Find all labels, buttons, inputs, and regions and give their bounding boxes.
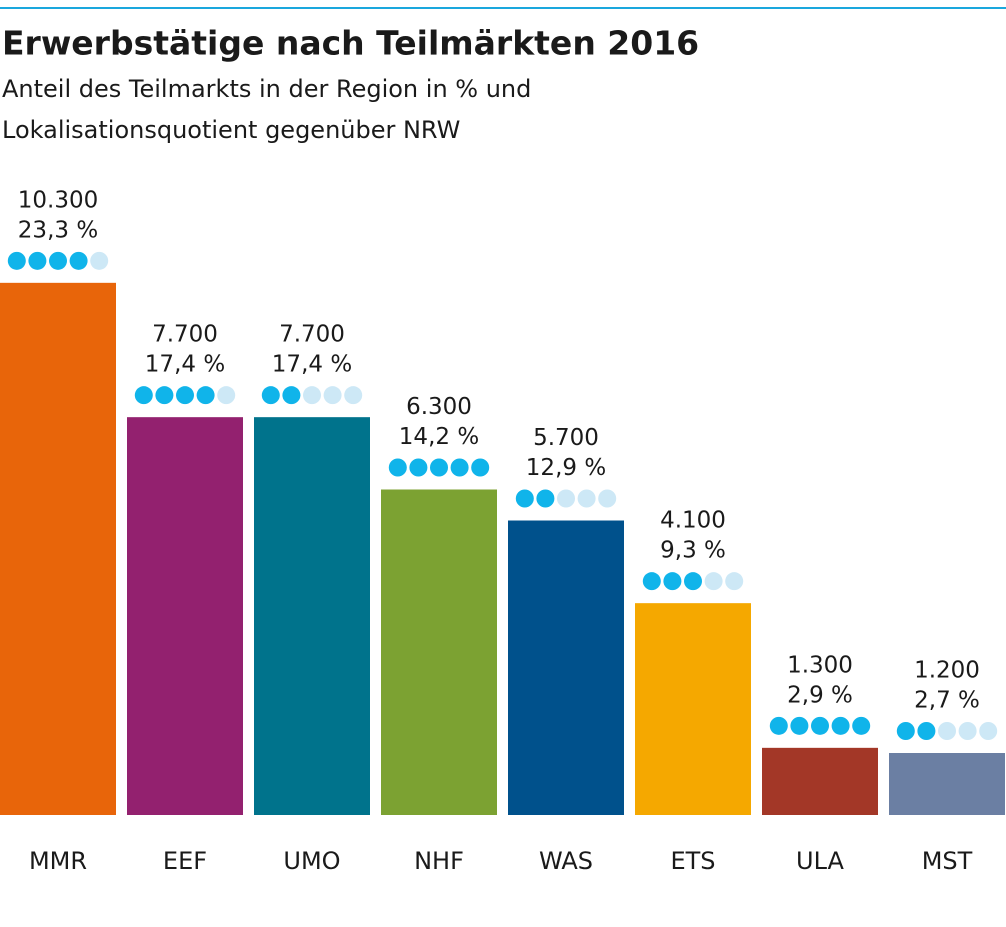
quotient-dot-empty <box>557 489 575 508</box>
x-tick-label: EEF <box>163 847 207 875</box>
value-label: 7.700 <box>152 322 218 348</box>
bar <box>381 489 497 815</box>
quotient-dot-empty <box>979 722 998 740</box>
chart-subtitle: Lokalisationsquotient gegenüber NRW <box>2 116 460 144</box>
quotient-dot <box>7 251 26 270</box>
quotient-dot-empty <box>344 386 363 405</box>
quotient-dot <box>69 251 88 270</box>
x-tick-label: UMO <box>283 847 340 875</box>
share-label: 9,3 % <box>660 538 726 564</box>
bar <box>127 417 243 815</box>
quotient-dot <box>642 572 661 591</box>
bar <box>635 603 751 815</box>
share-label: 23,3 % <box>18 217 98 243</box>
value-label: 4.100 <box>660 508 726 534</box>
quotient-dot <box>409 458 428 477</box>
quotient-dot-empty <box>303 386 321 405</box>
value-label: 10.300 <box>18 187 98 213</box>
chart-title: Erwerbstätige nach Teilmärkten 2016 <box>2 24 699 63</box>
x-tick-label: ULA <box>796 847 844 875</box>
x-tick-label: MMR <box>29 847 87 875</box>
quotient-dot <box>769 716 788 735</box>
bar <box>254 417 370 815</box>
quotient-dot <box>430 458 448 477</box>
quotient-dot <box>471 458 490 477</box>
quotient-dot-empty <box>323 386 342 405</box>
share-label: 17,4 % <box>145 352 225 378</box>
quotient-dot-empty <box>938 722 956 740</box>
share-label: 12,9 % <box>526 455 606 481</box>
quotient-dot <box>196 386 215 405</box>
bar <box>889 753 1005 815</box>
quotient-dot <box>450 458 469 477</box>
x-tick-label: WAS <box>539 847 593 875</box>
quotient-dot <box>282 386 301 405</box>
bar <box>762 747 878 815</box>
share-label: 17,4 % <box>272 352 352 378</box>
quotient-dot <box>261 386 280 405</box>
quotient-dot-empty <box>704 572 723 591</box>
chart-subtitle: Anteil des Teilmarkts in der Region in %… <box>2 75 531 103</box>
share-label: 2,7 % <box>914 688 980 714</box>
quotient-dot <box>155 386 174 405</box>
quotient-dot-empty <box>958 722 977 740</box>
quotient-dot <box>536 489 555 508</box>
quotient-dot-empty <box>598 489 617 508</box>
quotient-dot <box>917 722 936 740</box>
x-tick-label: ETS <box>670 847 715 875</box>
quotient-dot <box>176 386 194 405</box>
quotient-dot-empty <box>577 489 596 508</box>
share-label: 2,9 % <box>787 682 853 708</box>
quotient-dot <box>811 716 829 735</box>
value-label: 5.700 <box>533 425 599 451</box>
quotient-dot <box>663 572 682 591</box>
bar <box>508 520 624 815</box>
quotient-dot <box>28 251 47 270</box>
quotient-dot <box>831 716 850 735</box>
quotient-dot <box>134 386 153 405</box>
x-tick-label: MST <box>922 847 973 875</box>
quotient-dot <box>515 489 534 508</box>
quotient-dot <box>790 716 809 735</box>
x-tick-label: NHF <box>414 847 464 875</box>
value-label: 6.300 <box>406 394 472 420</box>
bar <box>0 282 116 815</box>
quotient-dot-empty <box>90 251 109 270</box>
quotient-dot <box>49 251 67 270</box>
quotient-dot <box>684 572 702 591</box>
quotient-dot <box>896 722 915 740</box>
quotient-dot-empty <box>725 572 744 591</box>
quotient-dot <box>388 458 407 477</box>
value-label: 1.200 <box>914 658 980 684</box>
value-label: 7.700 <box>279 322 345 348</box>
share-label: 14,2 % <box>399 424 479 450</box>
quotient-dot <box>852 716 871 735</box>
quotient-dot-empty <box>217 386 236 405</box>
value-label: 1.300 <box>787 652 853 678</box>
